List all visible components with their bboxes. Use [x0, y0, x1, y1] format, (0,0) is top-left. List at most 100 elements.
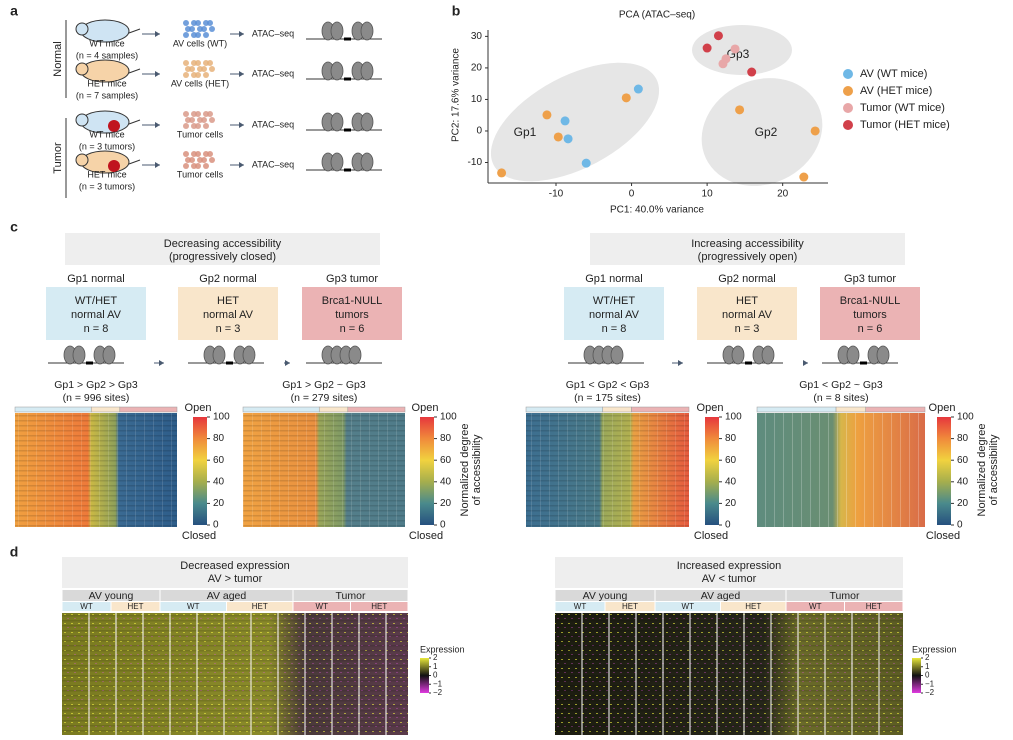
- legend-label: AV (HET mice): [860, 85, 932, 97]
- cell: [189, 26, 195, 32]
- cell: [201, 117, 207, 123]
- x-tick-label: 20: [777, 189, 789, 200]
- sample-bar: [347, 406, 406, 413]
- group-label: Gp2 normal: [718, 273, 775, 285]
- subgroup-bar: [351, 602, 408, 611]
- cell: [189, 157, 195, 163]
- point: [747, 67, 757, 77]
- colorbar-title: of accessibility: [988, 434, 1000, 505]
- colorbar-tick-label: 20: [213, 498, 225, 509]
- header-text: Decreased expression: [180, 560, 289, 572]
- header-box: [590, 233, 905, 265]
- heatmap-title: (n = 175 sites): [574, 392, 641, 404]
- group-label: Normal: [52, 41, 64, 76]
- cell: [195, 72, 201, 78]
- tumor: [108, 120, 120, 132]
- mice-label: HET mice: [87, 78, 126, 88]
- colorbar: [193, 417, 207, 525]
- group-label: Gp1 normal: [67, 273, 124, 285]
- group-box: [178, 287, 278, 340]
- cell: [203, 72, 209, 78]
- mice-label: WT mice: [89, 129, 124, 139]
- colorbar-bottom: Closed: [182, 530, 216, 542]
- subgroup-bar: [721, 602, 786, 611]
- subgroup-bar: [293, 602, 350, 611]
- nucleosome: [761, 345, 775, 365]
- box-text: Brca1-NULL: [840, 295, 901, 307]
- cell: [195, 20, 201, 26]
- arrow-head: [285, 360, 290, 366]
- group-label: Tumor: [52, 142, 64, 174]
- group-bar: [160, 590, 293, 601]
- colorbar-tick-label: 100: [440, 412, 457, 423]
- x-axis-title: PC1: 40.0% variance: [610, 205, 704, 216]
- x-tick-label: 10: [702, 189, 714, 200]
- cell: [183, 72, 189, 78]
- point: [735, 105, 745, 115]
- box-text: HET: [736, 295, 758, 307]
- panel-label: a: [10, 3, 18, 19]
- colorbar-top: Open: [929, 402, 956, 414]
- sample-bar: [865, 406, 926, 413]
- colorbar-tick-label: 0: [957, 520, 963, 531]
- assay-label: ATAC–seq: [252, 119, 294, 129]
- heatmap-title: (n = 8 sites): [813, 392, 868, 404]
- nucleosome: [360, 21, 374, 41]
- colorbar-top: Open: [185, 402, 212, 414]
- nucleosome: [360, 152, 374, 172]
- colorbar-tick-label: −2: [433, 688, 443, 697]
- legend-title: Expression: [420, 644, 465, 654]
- sample-bar: [242, 406, 320, 413]
- x-tick-label: 0: [629, 189, 635, 200]
- group-box: [564, 287, 664, 340]
- colorbar-tick-label: 80: [725, 433, 737, 444]
- sample-bar: [756, 406, 837, 413]
- y-tick-label: -10: [468, 157, 483, 168]
- cells-label: Tumor cells: [177, 169, 224, 179]
- point: [542, 110, 552, 120]
- y-tick-label: 30: [471, 31, 483, 42]
- colorbar-tick-label: 20: [957, 498, 969, 509]
- arrow-head: [155, 71, 160, 77]
- group-label: AV young: [89, 590, 134, 602]
- colorbar-tick-label: 40: [213, 476, 225, 487]
- subgroup-label: WT: [187, 602, 200, 611]
- colorbar-tick-label: 1: [433, 662, 438, 671]
- mouse-head: [75, 22, 89, 36]
- nucleosome: [212, 345, 226, 365]
- subgroup-bar: [62, 602, 111, 611]
- group-bar: [293, 590, 408, 601]
- header-text: (progressively closed): [169, 251, 276, 263]
- heatmap-title: (n = 996 sites): [63, 392, 130, 404]
- panel-label: c: [10, 219, 18, 235]
- box-text: n = 6: [858, 323, 883, 335]
- cell: [195, 111, 201, 117]
- colorbar-tick-label: −1: [925, 679, 935, 688]
- colorbar-tick-label: 100: [957, 412, 974, 423]
- box-text: normal AV: [203, 309, 254, 321]
- cell: [183, 123, 189, 129]
- assay-label: ATAC–seq: [252, 159, 294, 169]
- subgroup-bar: [111, 602, 160, 611]
- heatmap-texture: [62, 613, 408, 735]
- cell: [207, 60, 213, 66]
- colorbar-tick-label: −1: [433, 679, 443, 688]
- subgroup-label: HET: [252, 602, 268, 611]
- colorbar-tick-label: 0: [725, 520, 731, 531]
- colorbar-bottom: Closed: [694, 530, 728, 542]
- box-text: HET: [217, 295, 239, 307]
- cell: [207, 151, 213, 157]
- cluster-ellipse: [490, 62, 660, 182]
- colorbar-tick-label: 60: [213, 455, 225, 466]
- colorbar-tick-label: 0: [213, 520, 219, 531]
- nucleosome: [330, 21, 344, 41]
- colorbar-tick-label: 20: [725, 498, 737, 509]
- cluster-ellipse: [701, 78, 823, 186]
- cell: [209, 157, 215, 163]
- group-box: [697, 287, 797, 340]
- colorbar-tick-label: 80: [213, 433, 225, 444]
- point: [718, 59, 728, 69]
- header-text: AV < tumor: [702, 573, 757, 585]
- group-bar: [555, 590, 655, 601]
- point: [581, 158, 591, 168]
